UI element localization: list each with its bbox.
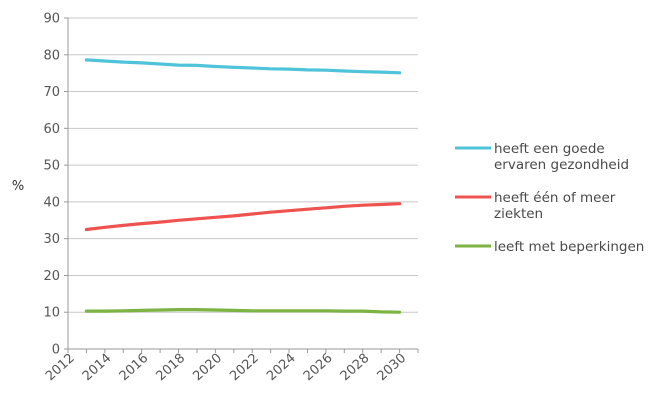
chart-axes — [64, 17, 419, 353]
series-line-3 — [84, 308, 402, 314]
x-tick-label: 2012 — [43, 351, 78, 384]
y-tick-label: 70 — [43, 85, 60, 100]
y-tick-label: 60 — [43, 122, 60, 137]
y-tick-label: 20 — [43, 269, 60, 284]
y-tick-labels: 0 10 20 30 40 50 60 70 80 90 — [43, 12, 60, 358]
x-tick-label: 2024 — [264, 351, 299, 384]
y-tick-label: 90 — [43, 12, 60, 27]
legend-label: leeft met beperkingen — [494, 239, 644, 255]
y-tick-label: 10 — [43, 306, 60, 321]
x-tick-label: 2014 — [80, 351, 115, 384]
y-tick-label: 0 — [52, 343, 60, 358]
y-tick-label: 40 — [43, 195, 60, 210]
grid-lines — [68, 17, 418, 313]
y-tick-label: 50 — [43, 159, 60, 174]
x-tick-label: 2028 — [338, 351, 373, 384]
legend-item: leeft met beperkingen — [455, 239, 644, 255]
y-tick-label: 30 — [43, 232, 60, 247]
series-lines — [84, 58, 402, 314]
series-line-2 — [84, 202, 402, 232]
x-tick-label: 2030 — [375, 351, 410, 384]
x-tick-labels: 2012 2014 2016 2018 2020 2022 2024 2026 2028 2030 — [43, 351, 409, 384]
x-tick-label: 2016 — [117, 351, 152, 384]
y-axis-label: % — [12, 179, 24, 194]
x-tick-label: 2018 — [154, 351, 189, 384]
legend-label: heeft een goede — [494, 141, 605, 157]
x-tick-label: 2026 — [301, 351, 336, 384]
x-tick-label: 2022 — [227, 351, 262, 384]
series-line-1 — [84, 58, 402, 75]
x-tick-label: 2020 — [190, 351, 225, 384]
legend-label: ziekten — [494, 206, 543, 222]
legend-label: ervaren gezondheid — [494, 157, 629, 173]
y-tick-label: 80 — [43, 48, 60, 63]
legend-label: heeft één of meer — [494, 190, 616, 206]
